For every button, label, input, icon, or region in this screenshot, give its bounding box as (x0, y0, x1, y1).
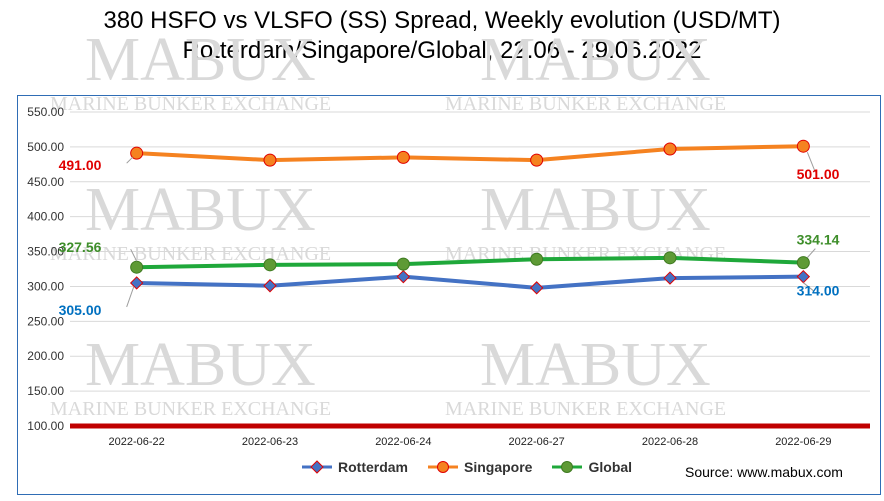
legend-item-rotterdam[interactable]: Rotterdam (300, 459, 408, 475)
title-line-1: 380 HSFO vs VLSFO (SS) Spread, Weekly ev… (103, 7, 781, 34)
data-labels: 305.00 314.00 491.00 501.00 327.56 334.14 (59, 152, 840, 318)
legend-swatch-rotterdam (302, 460, 332, 474)
watermark-brand-5: MABUX (480, 26, 711, 94)
series-layer (129, 139, 811, 295)
point-singapore-5 (796, 139, 810, 153)
point-singapore-2 (396, 150, 410, 164)
point-rotterdam-3 (529, 281, 544, 295)
x-tick-label-4: 2022-06-28 (642, 436, 698, 448)
point-singapore-3 (530, 153, 544, 167)
y-axis-ticks: 100.00 150.00 200.00 250.00 300.00 350.00 400.… (27, 105, 64, 433)
chart-frame (17, 95, 881, 495)
point-rotterdam-0 (129, 276, 144, 290)
leader-line-singapore-5 (806, 152, 816, 173)
watermark-brand-4: MABUX (85, 26, 316, 94)
point-global-4 (663, 251, 677, 265)
y-tick-label-5: 350.00 (27, 245, 64, 259)
point-rotterdam-2 (396, 269, 411, 284)
chart-title: 380 HSFO vs VLSFO (SS) Spread, Weekly ev… (0, 6, 884, 66)
watermark-tagline-4: MARINE BUNKER EXCHANGE (50, 93, 331, 115)
x-tick-label-1: 2022-06-23 (242, 436, 298, 448)
watermark-tagline-3: MARINE BUNKER EXCHANGE (445, 398, 726, 420)
series-line-rotterdam (136, 274, 804, 290)
data-label-global-0: 327.56 (59, 239, 102, 255)
series-line-global (136, 255, 804, 270)
x-tick-label-2: 2022-06-24 (375, 436, 431, 448)
data-label-global-5: 334.14 (797, 232, 840, 248)
legend-label-rotterdam: Rotterdam (338, 459, 409, 475)
watermark-brand-2: MABUX (85, 331, 316, 399)
title-line-2: Rotterdam/Singapore/Global, 22.06 - 29.0… (182, 37, 702, 64)
watermark-tagline-5: MARINE BUNKER EXCHANGE (445, 93, 726, 115)
y-tick-label-1: 150.00 (27, 384, 64, 398)
point-rotterdam-4 (663, 271, 677, 285)
legend-swatch-singapore (428, 461, 459, 473)
watermark-tagline-0: MARINE BUNKER EXCHANGE (50, 243, 331, 265)
legend-item-global[interactable]: Global (550, 459, 632, 475)
legend-label-singapore: Singapore (464, 459, 533, 475)
watermark-tagline-2: MARINE BUNKER EXCHANGE (50, 398, 331, 420)
series-line-singapore (136, 144, 804, 163)
leader-line-global-5 (806, 248, 816, 258)
point-singapore-0 (130, 146, 144, 160)
watermark-brand-1: MABUX (480, 176, 711, 244)
y-tick-label-4: 300.00 (27, 279, 64, 293)
legend-swatch-global (552, 461, 583, 473)
point-global-2 (396, 257, 410, 271)
legend: Rotterdam Singapore Global (300, 459, 632, 475)
point-global-1 (263, 258, 277, 272)
y-tick-label-0: 100.00 (27, 419, 64, 433)
data-label-singapore-5: 501.00 (797, 166, 840, 182)
point-global-3 (530, 252, 544, 266)
legend-label-global: Global (588, 459, 633, 475)
legend-item-singapore[interactable]: Singapore (426, 459, 532, 475)
y-tick-label-2: 200.00 (27, 349, 64, 363)
x-tick-label-3: 2022-06-27 (509, 436, 565, 448)
point-singapore-4 (663, 142, 677, 156)
data-label-singapore-0: 491.00 (59, 157, 102, 173)
leader-line-singapore-0 (126, 156, 134, 164)
leader-line-rotterdam-0 (126, 286, 135, 308)
point-rotterdam-5 (796, 269, 811, 284)
watermark-brand-3: MABUX (480, 331, 711, 399)
data-label-rotterdam-0: 305.00 (59, 302, 102, 318)
x-tick-label-5: 2022-06-29 (775, 436, 831, 448)
watermark-brand-0: MABUX (85, 176, 316, 244)
y-tick-label-9: 550.00 (27, 105, 64, 119)
y-tick-label-6: 400.00 (27, 210, 64, 224)
point-global-0 (130, 260, 144, 274)
leader-line-global-0 (130, 248, 138, 262)
point-global-5 (796, 256, 810, 270)
x-axis-ticks: 2022-06-22 2022-06-23 2022-06-24 2022-06-27… (109, 436, 832, 448)
y-tick-label-3: 250.00 (27, 314, 64, 328)
point-singapore-1 (263, 153, 277, 167)
y-tick-label-8: 500.00 (27, 140, 64, 154)
point-rotterdam-1 (263, 279, 277, 293)
leader-line-rotterdam-5 (803, 282, 814, 292)
y-tick-label-7: 450.00 (27, 175, 64, 189)
x-tick-label-0: 2022-06-22 (109, 436, 165, 448)
data-label-rotterdam-5: 314.00 (797, 283, 840, 299)
source-note: Source: www.mabux.com (685, 464, 843, 480)
